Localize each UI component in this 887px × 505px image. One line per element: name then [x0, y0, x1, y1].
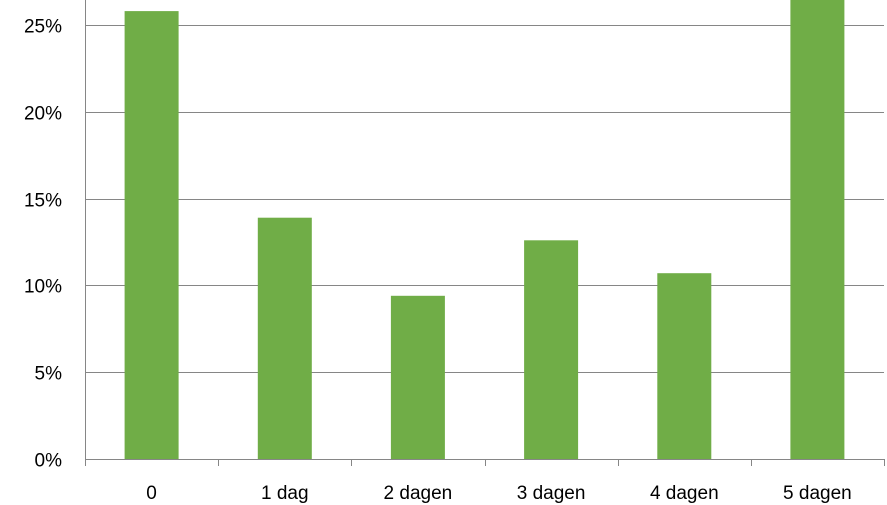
bar [524, 240, 579, 459]
y-tick-label: 25% [24, 17, 62, 38]
x-tick-label: 1 dag [261, 483, 309, 504]
y-axis-tick-labels: 0% 5% 10% 15% 20% 25% [24, 17, 62, 472]
x-tick-label: 2 dagen [384, 483, 453, 504]
y-tick-label: 15% [24, 191, 62, 212]
x-axis-tick-labels: 0 1 dag 2 dagen 3 dagen 4 dagen 5 dagen [146, 483, 851, 504]
y-tick-label: 5% [35, 364, 63, 385]
gridlines [85, 25, 884, 373]
bar [657, 273, 712, 459]
bar [124, 11, 179, 459]
y-tick-label: 10% [24, 277, 62, 298]
bars [124, 0, 845, 460]
bar [257, 217, 312, 459]
x-tick-label: 3 dagen [517, 483, 586, 504]
bar [390, 295, 445, 459]
y-tick-label: 0% [35, 451, 63, 472]
x-tick-label: 5 dagen [783, 483, 852, 504]
x-axis [85, 0, 885, 466]
x-tick-label: 4 dagen [650, 483, 719, 504]
y-tick-label: 20% [24, 104, 62, 125]
x-tick-label: 0 [146, 483, 157, 504]
bar [790, 0, 845, 460]
